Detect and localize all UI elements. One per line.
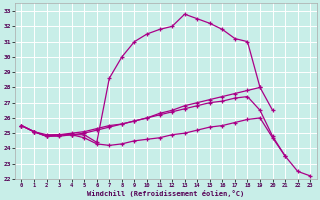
X-axis label: Windchill (Refroidissement éolien,°C): Windchill (Refroidissement éolien,°C)	[87, 190, 244, 197]
